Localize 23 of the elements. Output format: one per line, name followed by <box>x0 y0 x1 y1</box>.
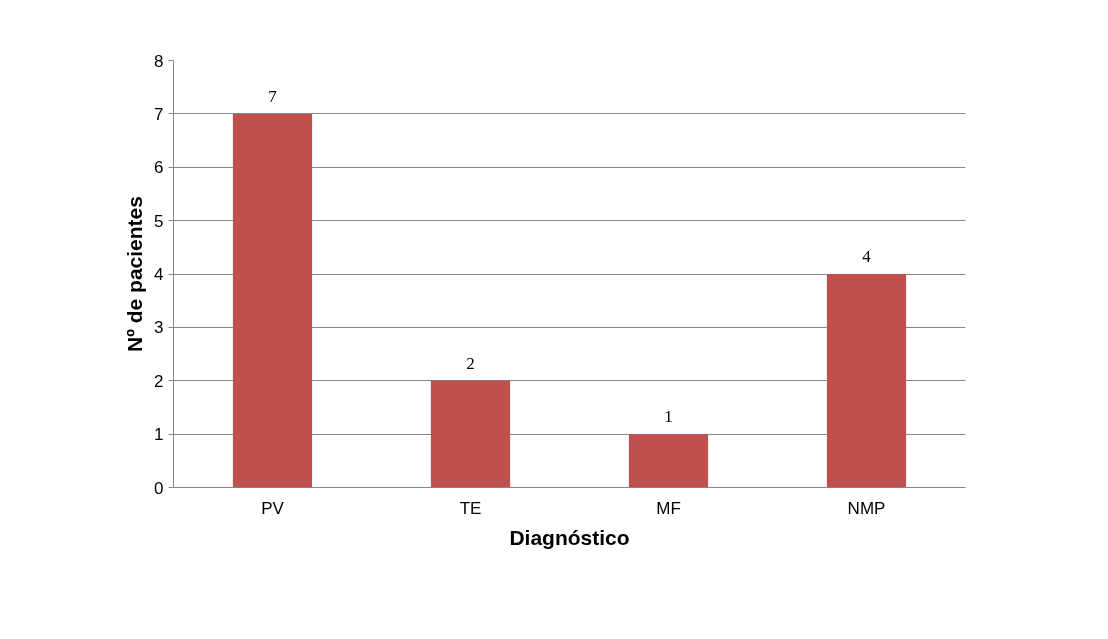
x-axis-title: Diagnóstico <box>509 525 630 549</box>
x-tick-label: PV <box>261 498 285 518</box>
bar <box>826 274 907 488</box>
y-tick-label: 6 <box>154 158 164 178</box>
y-tick-label: 4 <box>154 265 164 284</box>
data-label: 2 <box>466 353 475 373</box>
y-tick-label: 7 <box>154 104 164 124</box>
data-label: 4 <box>862 247 872 266</box>
x-tick-label: MF <box>656 498 681 518</box>
y-tick-label: 0 <box>154 478 164 498</box>
x-tick-label: TE <box>459 498 482 518</box>
bar <box>430 380 511 488</box>
y-axis-title: Nº de pacientes <box>123 196 147 352</box>
y-tick-label: 8 <box>154 51 164 71</box>
bar <box>232 113 313 488</box>
y-tick-label: 5 <box>154 211 164 231</box>
data-label: 1 <box>664 407 673 427</box>
x-tick-label: NMP <box>847 498 886 518</box>
data-label: 7 <box>268 86 278 106</box>
y-tick-label: 1 <box>154 425 164 445</box>
y-tick-label: 3 <box>154 318 164 338</box>
bar <box>628 434 709 488</box>
y-tick-label: 2 <box>154 371 164 391</box>
